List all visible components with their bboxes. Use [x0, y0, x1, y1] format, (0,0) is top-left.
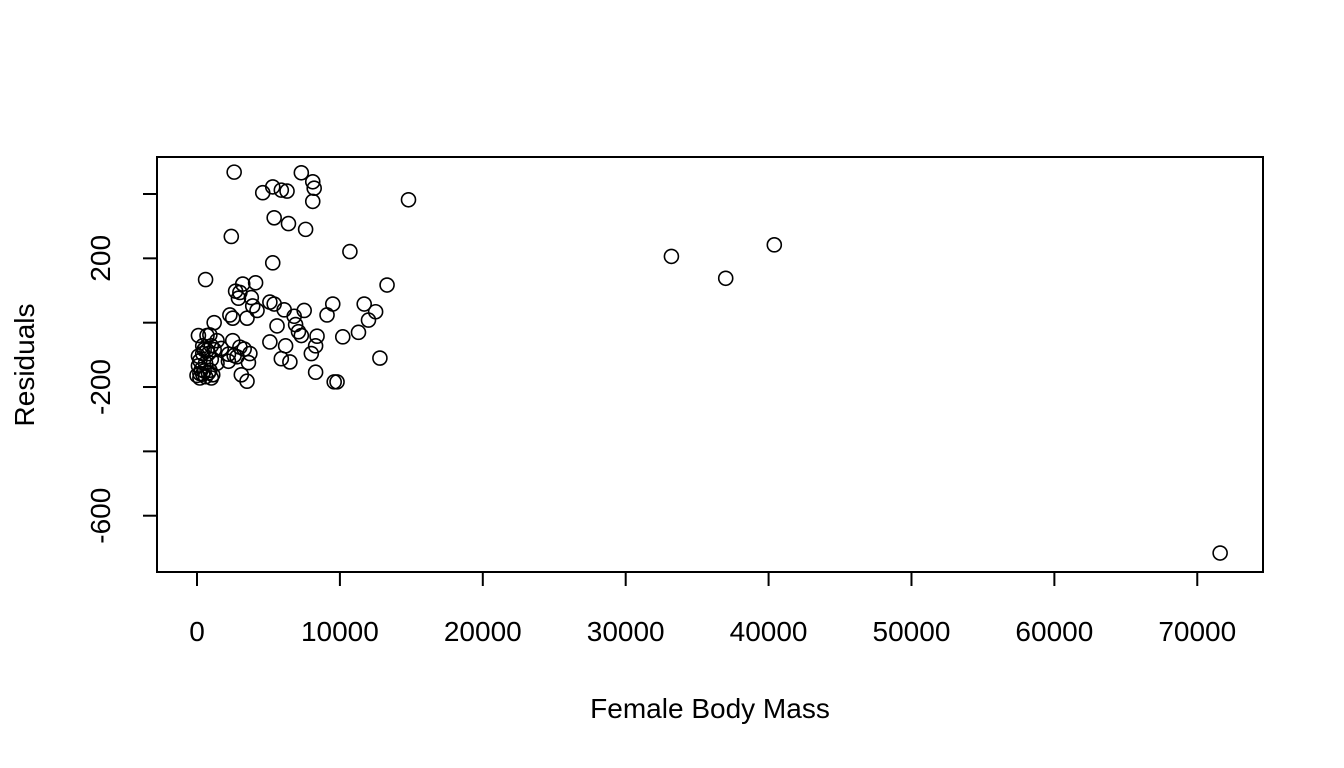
data-point — [224, 310, 241, 326]
data-point — [286, 308, 302, 325]
x-tick-label: 40000 — [730, 616, 808, 647]
data-point — [290, 323, 307, 340]
x-tick-label: 60000 — [1015, 616, 1093, 647]
data-point — [220, 346, 237, 363]
y-axis: -600 -200 200 — [85, 192, 158, 544]
data-point — [209, 332, 225, 349]
data-point — [297, 221, 314, 238]
data-point — [243, 289, 260, 306]
data-point — [367, 303, 384, 320]
data-point — [307, 364, 324, 381]
data-point — [293, 327, 310, 344]
data-point — [293, 164, 310, 181]
data-point — [277, 338, 294, 354]
data-point — [273, 350, 290, 367]
data-point — [192, 370, 208, 386]
data-point — [324, 296, 341, 312]
data-point — [329, 374, 345, 390]
data-point — [254, 184, 271, 201]
x-tick-label: 70000 — [1158, 616, 1236, 647]
data-point — [356, 296, 372, 312]
data-point — [262, 334, 278, 350]
data-point — [240, 354, 257, 371]
data-point — [230, 290, 247, 307]
data-point — [269, 318, 285, 334]
data-point — [222, 307, 238, 323]
data-point — [304, 173, 321, 190]
data-point — [717, 270, 734, 287]
x-tick-label: 30000 — [587, 616, 665, 647]
data-point — [226, 347, 242, 364]
data-point — [203, 370, 220, 386]
data-point — [379, 277, 395, 293]
y-tick-label: -600 — [85, 488, 116, 544]
data-point — [372, 350, 388, 366]
data-point — [282, 354, 298, 370]
data-point — [360, 312, 377, 328]
data-point — [239, 373, 255, 390]
data-point — [249, 302, 265, 319]
data-point — [319, 307, 335, 323]
data-point — [350, 324, 367, 341]
x-tick-label: 0 — [189, 616, 205, 647]
x-axis: 0 10000 20000 30000 40000 50000 60000 70000 — [189, 571, 1236, 647]
data-point — [303, 345, 320, 362]
data-point — [334, 329, 351, 345]
data-point — [190, 327, 207, 344]
data-points — [189, 164, 1228, 561]
data-point — [279, 183, 295, 199]
y-axis-title: Residuals — [9, 304, 40, 427]
x-tick-label: 20000 — [444, 616, 522, 647]
data-point — [226, 164, 242, 180]
data-point — [307, 338, 324, 354]
data-point — [247, 274, 264, 291]
data-point — [223, 228, 240, 245]
data-point — [194, 366, 211, 382]
data-point — [304, 193, 321, 210]
y-tick-label: 200 — [85, 235, 116, 282]
data-point — [309, 328, 325, 344]
data-point — [273, 182, 290, 198]
data-point — [264, 255, 281, 271]
y-tick-label: -200 — [85, 359, 116, 415]
data-point — [400, 191, 417, 208]
x-tick-label: 50000 — [873, 616, 951, 647]
data-point — [280, 215, 297, 232]
data-point — [342, 243, 358, 260]
data-point — [1212, 545, 1228, 561]
x-axis-title: Female Body Mass — [590, 693, 830, 724]
data-point — [766, 237, 783, 253]
data-point — [266, 210, 282, 226]
data-point — [220, 353, 237, 370]
x-tick-label: 10000 — [301, 616, 379, 647]
plot-frame — [156, 156, 1264, 573]
data-point — [197, 271, 214, 288]
data-point — [197, 368, 214, 385]
data-point — [239, 310, 255, 326]
data-point — [663, 248, 680, 265]
